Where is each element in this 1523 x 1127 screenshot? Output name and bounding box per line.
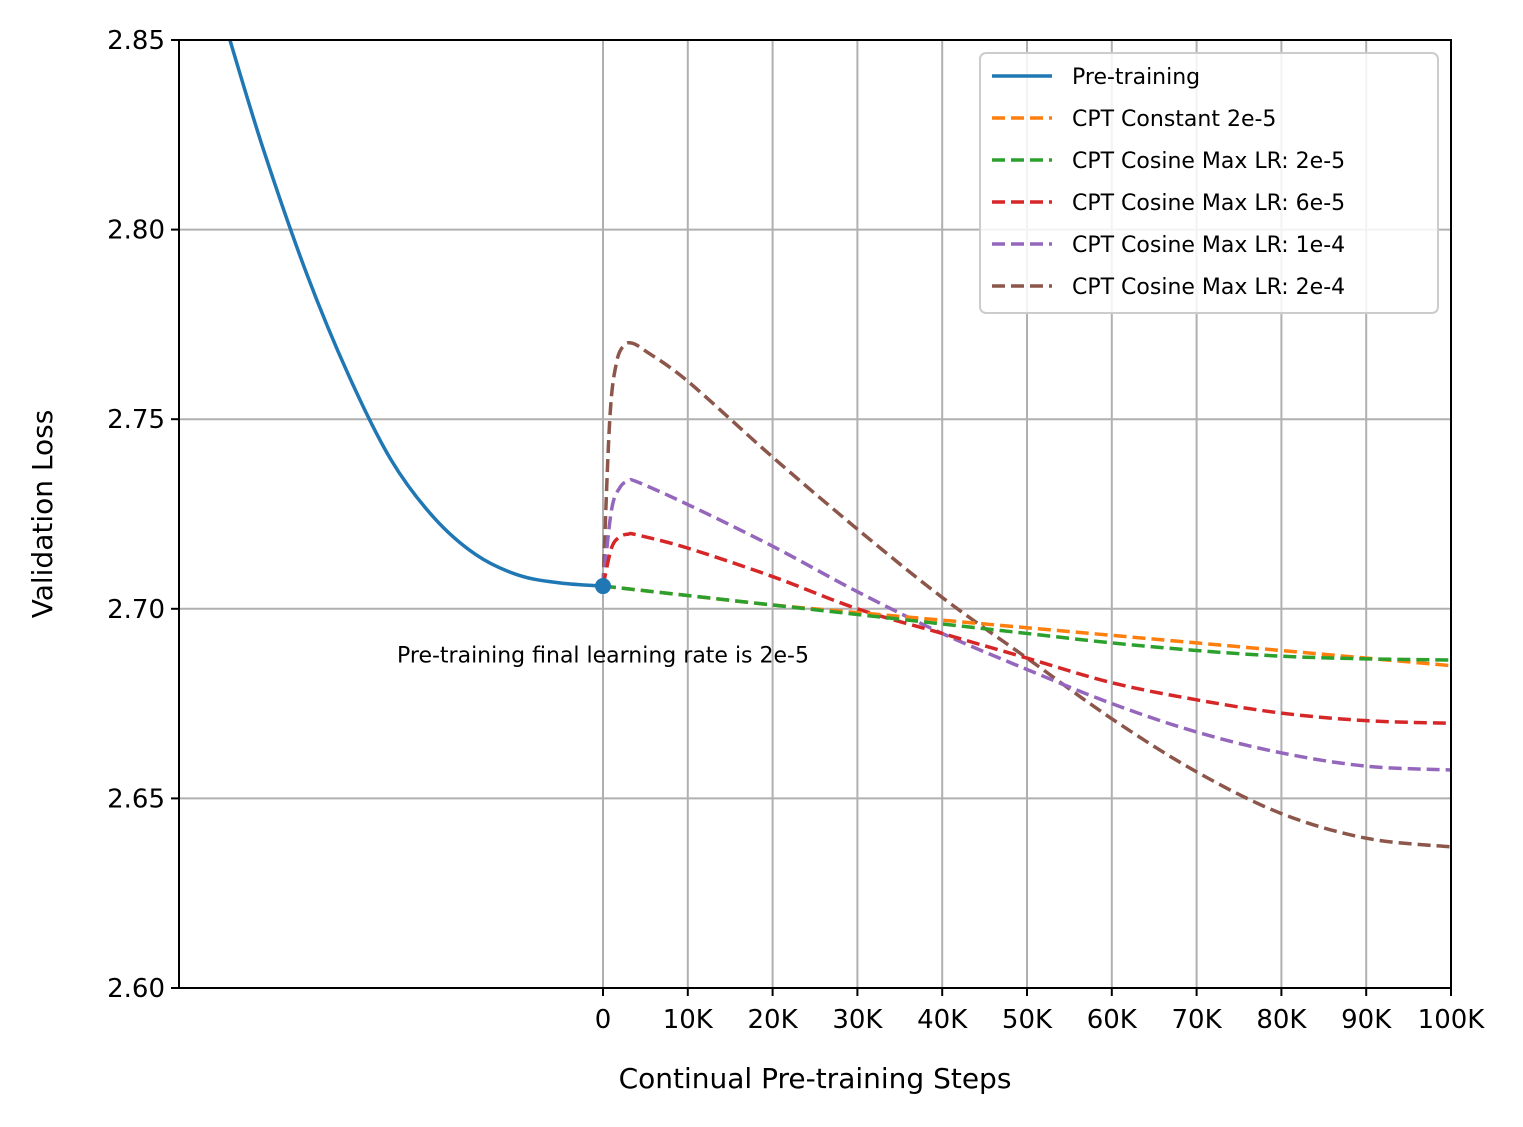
legend-label: CPT Constant 2e-5 — [1072, 107, 1276, 132]
y-tick-label: 2.80 — [107, 216, 165, 246]
marker-layer — [595, 578, 611, 595]
series-layer — [228, 40, 1451, 849]
x-tick-label: 40K — [917, 1005, 968, 1035]
x-tick-label: 20K — [748, 1005, 799, 1035]
legend-label: CPT Cosine Max LR: 2e-5 — [1072, 149, 1345, 174]
legend-label: CPT Cosine Max LR: 1e-4 — [1072, 233, 1345, 258]
pretraining-end-marker — [595, 578, 611, 595]
x-tick-label: 50K — [1002, 1005, 1053, 1035]
annotation-text: Pre-training final learning rate is 2e-5 — [397, 643, 809, 668]
y-tick-label: 2.85 — [107, 26, 165, 56]
series-line-cpt-cosine-max-lr-2e-5 — [602, 584, 1451, 662]
legend-label: CPT Cosine Max LR: 6e-5 — [1072, 191, 1345, 216]
series-line-cpt-cosine-max-lr-6e-5 — [601, 531, 1451, 726]
x-axis-title: Continual Pre-training Steps — [619, 1062, 1012, 1095]
x-tick-label: 100K — [1418, 1005, 1486, 1035]
series-line-cpt-cosine-max-lr-1e-4 — [601, 477, 1451, 772]
x-tick-label: 10K — [663, 1005, 714, 1035]
x-tick-label: 90K — [1341, 1005, 1392, 1035]
y-tick-label: 2.70 — [107, 595, 165, 625]
x-tick-label: 70K — [1172, 1005, 1223, 1035]
x-axis-ticks: 0 10K 20K 30K 40K 50K 60K 70K 80K 90K 100K — [595, 988, 1486, 1035]
legend: Pre-training CPT Constant 2e-5 CPT Cosine … — [979, 52, 1439, 314]
x-tick-label: 60K — [1087, 1005, 1138, 1035]
y-axis-ticks: 2.60 2.65 2.70 2.75 2.80 2.85 — [107, 26, 179, 1004]
legend-label: CPT Cosine Max LR: 2e-4 — [1072, 275, 1345, 300]
legend-label: Pre-training — [1072, 65, 1200, 90]
y-axis-title: Validation Loss — [26, 410, 59, 619]
legend-box — [979, 52, 1439, 314]
y-tick-label: 2.75 — [107, 405, 165, 435]
y-tick-label: 2.60 — [107, 974, 165, 1004]
series-line-cpt-cosine-max-lr-2e-4 — [601, 340, 1451, 849]
plot-frame — [178, 39, 1452, 989]
x-tick-label: 80K — [1256, 1005, 1307, 1035]
x-tick-label: 0 — [595, 1005, 612, 1035]
x-tick-label: 30K — [832, 1005, 883, 1035]
series-line-pre-training — [228, 40, 604, 588]
y-tick-label: 2.65 — [107, 784, 165, 814]
